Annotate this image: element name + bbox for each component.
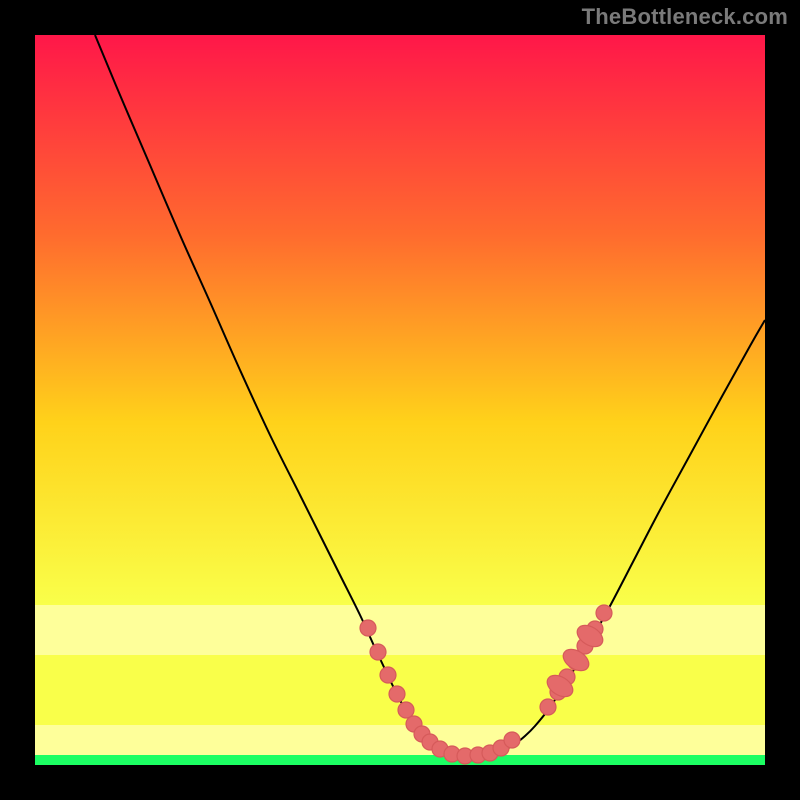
chart-stage: TheBottleneck.com [0, 0, 800, 800]
marker-dot [596, 605, 612, 621]
marker-dot [504, 732, 520, 748]
marker-dot [370, 644, 386, 660]
marker-dot [360, 620, 376, 636]
band [35, 605, 765, 655]
color-bands [35, 605, 765, 765]
marker-dot [540, 699, 556, 715]
band [35, 755, 765, 765]
marker-dot [398, 702, 414, 718]
marker-dot [389, 686, 405, 702]
marker-dot [380, 667, 396, 683]
watermark-text: TheBottleneck.com [582, 4, 788, 30]
plot-area [35, 35, 765, 765]
band [35, 725, 765, 755]
chart-svg [0, 0, 800, 800]
